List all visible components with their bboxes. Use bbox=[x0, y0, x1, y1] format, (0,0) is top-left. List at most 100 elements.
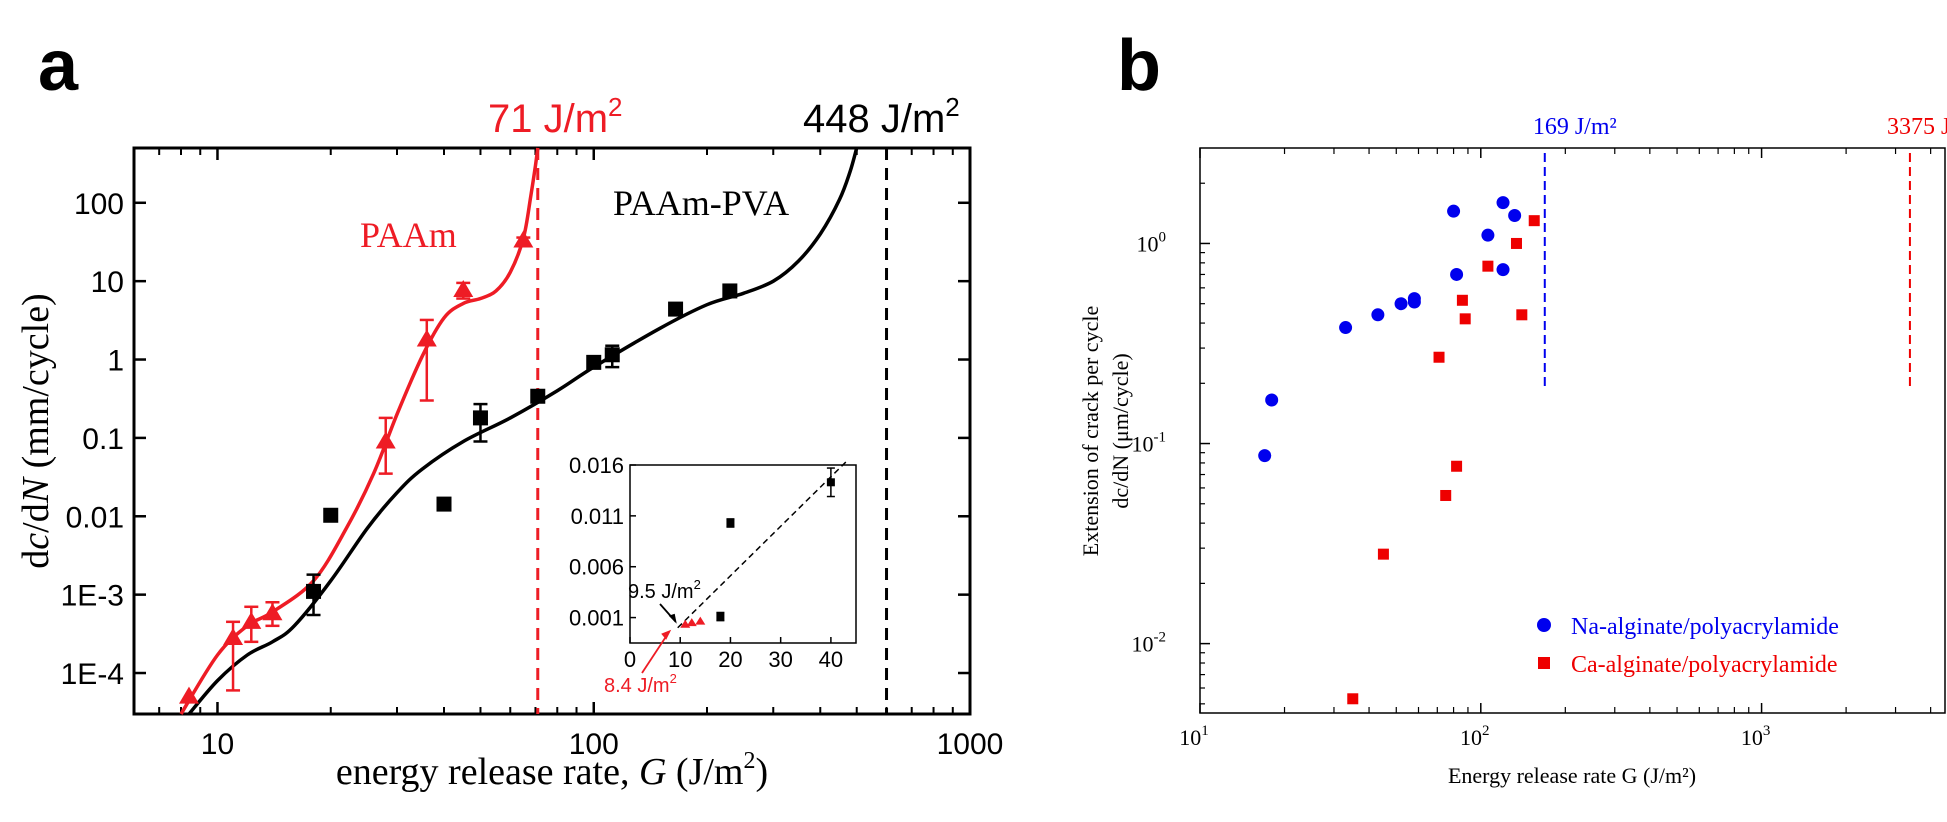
panel-b-legend: Na-alginate/polyacrylamide Ca-alginate/po… bbox=[1537, 614, 1839, 678]
inset-ticks: 0 10 20 30 40 0.001 0.006 0.011 0.016 bbox=[569, 453, 843, 672]
series-label-paam: PAAm bbox=[360, 215, 457, 255]
data-point-ca-alginate bbox=[1377, 548, 1389, 560]
legend-marker-square bbox=[1538, 657, 1550, 669]
inset-y-tick-label: 0.011 bbox=[571, 504, 624, 529]
inset-arrow-red bbox=[641, 631, 670, 674]
inset-y-tick-label: 0.001 bbox=[569, 606, 624, 631]
data-point-na-alginate bbox=[1371, 308, 1385, 322]
data-point-na-alginate bbox=[1496, 196, 1510, 210]
x-tick-label: 1000 bbox=[937, 728, 1004, 761]
data-point-na-alginate bbox=[1508, 208, 1522, 222]
x-axis-title-end: ) bbox=[755, 751, 768, 793]
data-point-na-alginate bbox=[1447, 204, 1461, 218]
y-tick-label: 1E-3 bbox=[61, 580, 124, 613]
inset-arrowhead-black bbox=[668, 613, 677, 624]
y-tick-label: 1 bbox=[107, 345, 124, 378]
panel-a-plot-frame bbox=[132, 146, 972, 716]
superscript: 2 bbox=[945, 92, 959, 122]
y-axis-title-d: d bbox=[15, 550, 57, 569]
panel-b-plot-frame bbox=[1199, 147, 1946, 714]
panel-a-y-axis-label: dc/dN (mm/cycle) bbox=[15, 293, 57, 568]
superscript: 2 bbox=[694, 577, 701, 592]
b-x-tick-label: 102 bbox=[1460, 723, 1490, 750]
panel-b-letter: b bbox=[1117, 26, 1161, 106]
data-point-ca-alginate bbox=[1347, 693, 1359, 705]
b-x-axis-title: Energy release rate G (J/m²) bbox=[1448, 763, 1696, 788]
data-point-na-alginate bbox=[1407, 295, 1421, 309]
data-point-na-alginate bbox=[1450, 267, 1464, 281]
data-point-ca-alginate bbox=[1456, 294, 1468, 306]
y-axis-title-c: c bbox=[15, 533, 57, 550]
b-x-tick-label: 101 bbox=[1179, 723, 1209, 750]
inset-y-tick-label: 0.006 bbox=[569, 555, 624, 580]
data-point-paam-pva bbox=[306, 583, 322, 599]
data-point-paam bbox=[453, 280, 474, 298]
y-axis-title-n: N bbox=[15, 475, 57, 504]
inset-x-tick-label: 0 bbox=[624, 647, 636, 672]
x-axis-title-var: G bbox=[639, 751, 666, 793]
panel-a-inset: 0 10 20 30 40 0.001 0.006 0.011 0.016 9.5 J/m2 8.… bbox=[569, 453, 857, 697]
inset-annotation-black: 9.5 J/m2 bbox=[628, 577, 701, 603]
superscript: 2 bbox=[608, 92, 622, 122]
inset-y-tick-label: 0.016 bbox=[569, 453, 624, 478]
b-y-tick-label: 10-1 bbox=[1132, 430, 1167, 457]
data-point-na-alginate bbox=[1481, 228, 1495, 242]
panel-a-x-axis-label: energy release rate, G (J/m2) bbox=[336, 748, 768, 793]
panel-a-thresholds: 71 J/m2 448 J/m2 bbox=[488, 92, 960, 714]
data-point-paam-pva bbox=[604, 347, 620, 363]
data-point-paam-pva bbox=[436, 496, 452, 512]
y-axis-title: dc/dN (mm/cycle) bbox=[15, 293, 57, 568]
data-point-paam-pva bbox=[323, 507, 339, 523]
b-y-tick-label: 10-2 bbox=[1132, 630, 1167, 657]
inset-x-tick-label: 10 bbox=[668, 647, 692, 672]
panel-b-data-points bbox=[1258, 196, 1540, 705]
inset-data-points bbox=[677, 461, 847, 629]
legend-label: Na-alginate/polyacrylamide bbox=[1571, 614, 1839, 640]
inset-plot-frame bbox=[629, 464, 857, 644]
b-x-tick-exponent: 3 bbox=[1763, 723, 1771, 739]
data-point-ca-alginate bbox=[1459, 313, 1471, 325]
b-x-tick-exponent: 2 bbox=[1482, 723, 1490, 739]
panel-b-y-axis-label: Extension of crack per cycle dc/dN (μm/cy… bbox=[1078, 306, 1133, 556]
data-point-paam bbox=[223, 627, 244, 645]
threshold-label: 448 J/m2 bbox=[803, 92, 960, 141]
b-threshold-label: 3375 J/m² bbox=[1887, 114, 1947, 140]
legend-label: Ca-alginate/polyacrylamide bbox=[1571, 652, 1838, 678]
panel-b-thresholds: 169 J/m² 3375 J/m² bbox=[1533, 114, 1947, 388]
inset-x-tick-label: 30 bbox=[768, 647, 792, 672]
data-point-ca-alginate bbox=[1451, 460, 1463, 472]
y-axis-title-unit: (mm/cycle) bbox=[15, 293, 57, 478]
data-point-paam bbox=[416, 329, 437, 347]
data-point-na-alginate bbox=[1265, 393, 1279, 407]
data-point-na-alginate bbox=[1394, 297, 1408, 311]
data-point-ca-alginate bbox=[1433, 351, 1445, 363]
y-tick-label: 0.1 bbox=[82, 423, 124, 456]
threshold-label: 71 J/m2 bbox=[488, 92, 623, 141]
data-point-paam bbox=[178, 686, 199, 704]
inset-data-point-red bbox=[686, 618, 697, 627]
data-point-paam-pva bbox=[668, 301, 684, 317]
data-point-na-alginate bbox=[1339, 321, 1353, 335]
b-y-tick-label: 100 bbox=[1137, 229, 1167, 256]
b-threshold-label: 169 J/m² bbox=[1533, 114, 1617, 140]
inset-data-point bbox=[726, 518, 735, 527]
panel-a-letter: a bbox=[38, 26, 79, 106]
superscript: 2 bbox=[670, 671, 677, 686]
inset-data-point bbox=[826, 478, 835, 487]
data-point-na-alginate bbox=[1496, 263, 1510, 277]
data-point-ca-alginate bbox=[1482, 260, 1494, 272]
data-point-paam-pva bbox=[530, 388, 546, 404]
series-label-paam-pva: PAAm-PVA bbox=[613, 183, 789, 223]
panel-b: b 101 102 103 10-2 10-1 100 169 J/m² 3375 J/m²… bbox=[1078, 26, 1947, 788]
x-axis-title-text: energy release rate, bbox=[336, 751, 639, 793]
y-axis-title-mid: /d bbox=[15, 503, 57, 533]
legend-marker-circle bbox=[1537, 618, 1551, 632]
b-y-axis-title-line2: dc/dN (μm/cycle) bbox=[1108, 353, 1133, 508]
x-axis-title-unit: (J/m bbox=[666, 751, 743, 793]
data-point-paam bbox=[241, 611, 262, 629]
data-point-na-alginate bbox=[1258, 449, 1272, 463]
b-x-tick-label: 103 bbox=[1741, 723, 1771, 750]
